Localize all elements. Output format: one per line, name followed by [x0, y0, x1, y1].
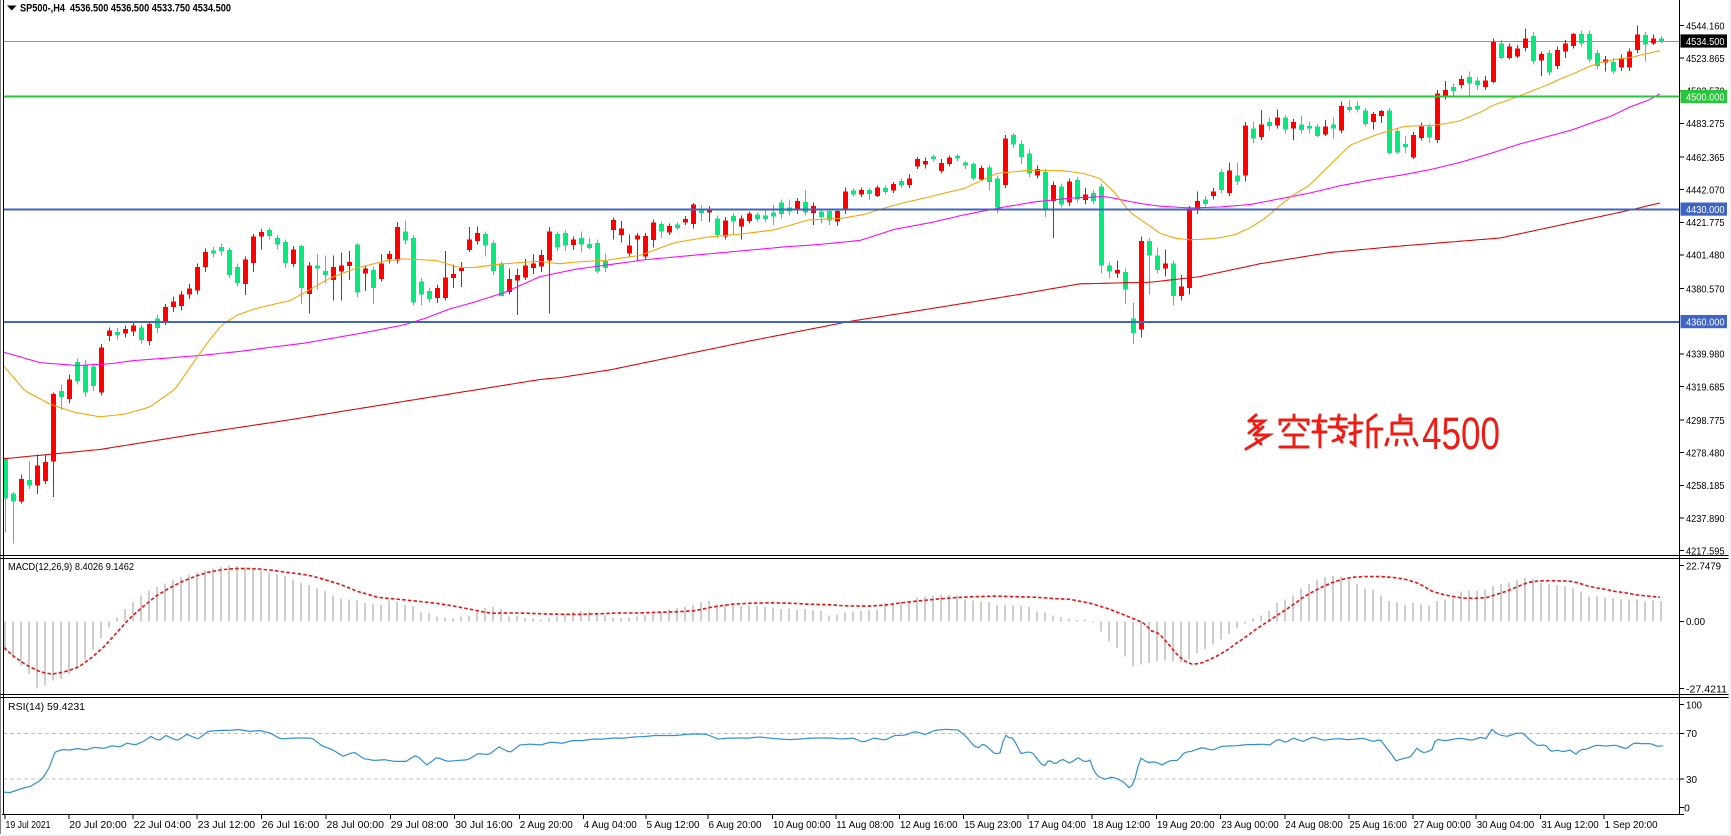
svg-text:4500.000: 4500.000	[1686, 91, 1725, 103]
svg-text:2 Aug 20:00: 2 Aug 20:00	[520, 819, 573, 831]
svg-text:100: 100	[1686, 699, 1702, 711]
svg-text:SP500-,H4 4536.500 4536.500 4: SP500-,H4 4536.500 4536.500 4533.750 453…	[20, 3, 231, 15]
svg-text:70: 70	[1686, 728, 1697, 740]
svg-text:19 Jul 2021: 19 Jul 2021	[6, 819, 51, 831]
svg-text:4217.595: 4217.595	[1686, 545, 1725, 557]
svg-text:11 Aug 08:00: 11 Aug 08:00	[836, 819, 894, 831]
svg-text:18 Aug 12:00: 18 Aug 12:00	[1093, 819, 1151, 831]
svg-text:MACD(12,26,9) 8.4026 9.1462: MACD(12,26,9) 8.4026 9.1462	[8, 561, 134, 573]
svg-text:19 Aug 20:00: 19 Aug 20:00	[1157, 819, 1215, 831]
svg-text:31 Aug 12:00: 31 Aug 12:00	[1541, 819, 1599, 831]
svg-text:4483.275: 4483.275	[1686, 118, 1725, 130]
svg-text:22 Jul 04:00: 22 Jul 04:00	[134, 819, 192, 831]
svg-text:4534.500: 4534.500	[1686, 36, 1725, 48]
svg-text:4 Aug 04:00: 4 Aug 04:00	[584, 819, 637, 831]
svg-text:30 Aug 04:00: 30 Aug 04:00	[1477, 819, 1535, 831]
svg-text:4258.185: 4258.185	[1686, 480, 1725, 492]
svg-text:4319.685: 4319.685	[1686, 381, 1725, 393]
svg-text:29 Jul 08:00: 29 Jul 08:00	[391, 819, 449, 831]
svg-text:RSI(14) 59.4231: RSI(14) 59.4231	[8, 701, 85, 713]
svg-text:20 Jul 20:00: 20 Jul 20:00	[69, 819, 127, 831]
svg-text:24 Aug 08:00: 24 Aug 08:00	[1285, 819, 1343, 831]
svg-text:4462.365: 4462.365	[1686, 152, 1725, 164]
svg-text:4380.570: 4380.570	[1686, 283, 1725, 295]
svg-text:0.00: 0.00	[1686, 616, 1705, 628]
svg-text:4237.890: 4237.890	[1686, 513, 1725, 525]
svg-text:15 Aug 23:00: 15 Aug 23:00	[964, 819, 1022, 831]
svg-text:1 Sep 20:00: 1 Sep 20:00	[1605, 819, 1658, 831]
svg-text:4523.865: 4523.865	[1686, 53, 1725, 65]
svg-text:26 Jul 16:00: 26 Jul 16:00	[262, 819, 320, 831]
svg-text:-27.4211: -27.4211	[1686, 684, 1727, 696]
svg-text:23 Jul 12:00: 23 Jul 12:00	[198, 819, 256, 831]
svg-text:4360.000: 4360.000	[1686, 316, 1725, 328]
svg-text:12 Aug 16:00: 12 Aug 16:00	[900, 819, 958, 831]
svg-text:10 Aug 00:00: 10 Aug 00:00	[773, 819, 831, 831]
svg-text:4500: 4500	[1422, 408, 1500, 459]
svg-text:30: 30	[1686, 774, 1697, 786]
svg-text:30 Jul 16:00: 30 Jul 16:00	[455, 819, 513, 831]
svg-text:0: 0	[1684, 802, 1690, 814]
svg-text:22.7479: 22.7479	[1686, 560, 1721, 572]
svg-text:28 Jul 00:00: 28 Jul 00:00	[327, 819, 385, 831]
svg-text:4278.480: 4278.480	[1686, 448, 1725, 460]
svg-text:25 Aug 16:00: 25 Aug 16:00	[1349, 819, 1407, 831]
svg-text:6 Aug 20:00: 6 Aug 20:00	[709, 819, 762, 831]
svg-text:4442.070: 4442.070	[1686, 185, 1725, 197]
svg-text:5 Aug 12:00: 5 Aug 12:00	[647, 819, 700, 831]
svg-text:17 Aug 04:00: 17 Aug 04:00	[1028, 819, 1086, 831]
svg-text:4430.000: 4430.000	[1686, 204, 1725, 216]
svg-text:4421.775: 4421.775	[1686, 217, 1725, 229]
svg-text:4544.160: 4544.160	[1686, 20, 1725, 32]
svg-text:27 Aug 00:00: 27 Aug 00:00	[1413, 819, 1471, 831]
svg-text:4401.480: 4401.480	[1686, 250, 1725, 262]
svg-text:4339.980: 4339.980	[1686, 349, 1725, 361]
svg-text:23 Aug 00:00: 23 Aug 00:00	[1221, 819, 1279, 831]
svg-text:4298.775: 4298.775	[1686, 415, 1725, 427]
